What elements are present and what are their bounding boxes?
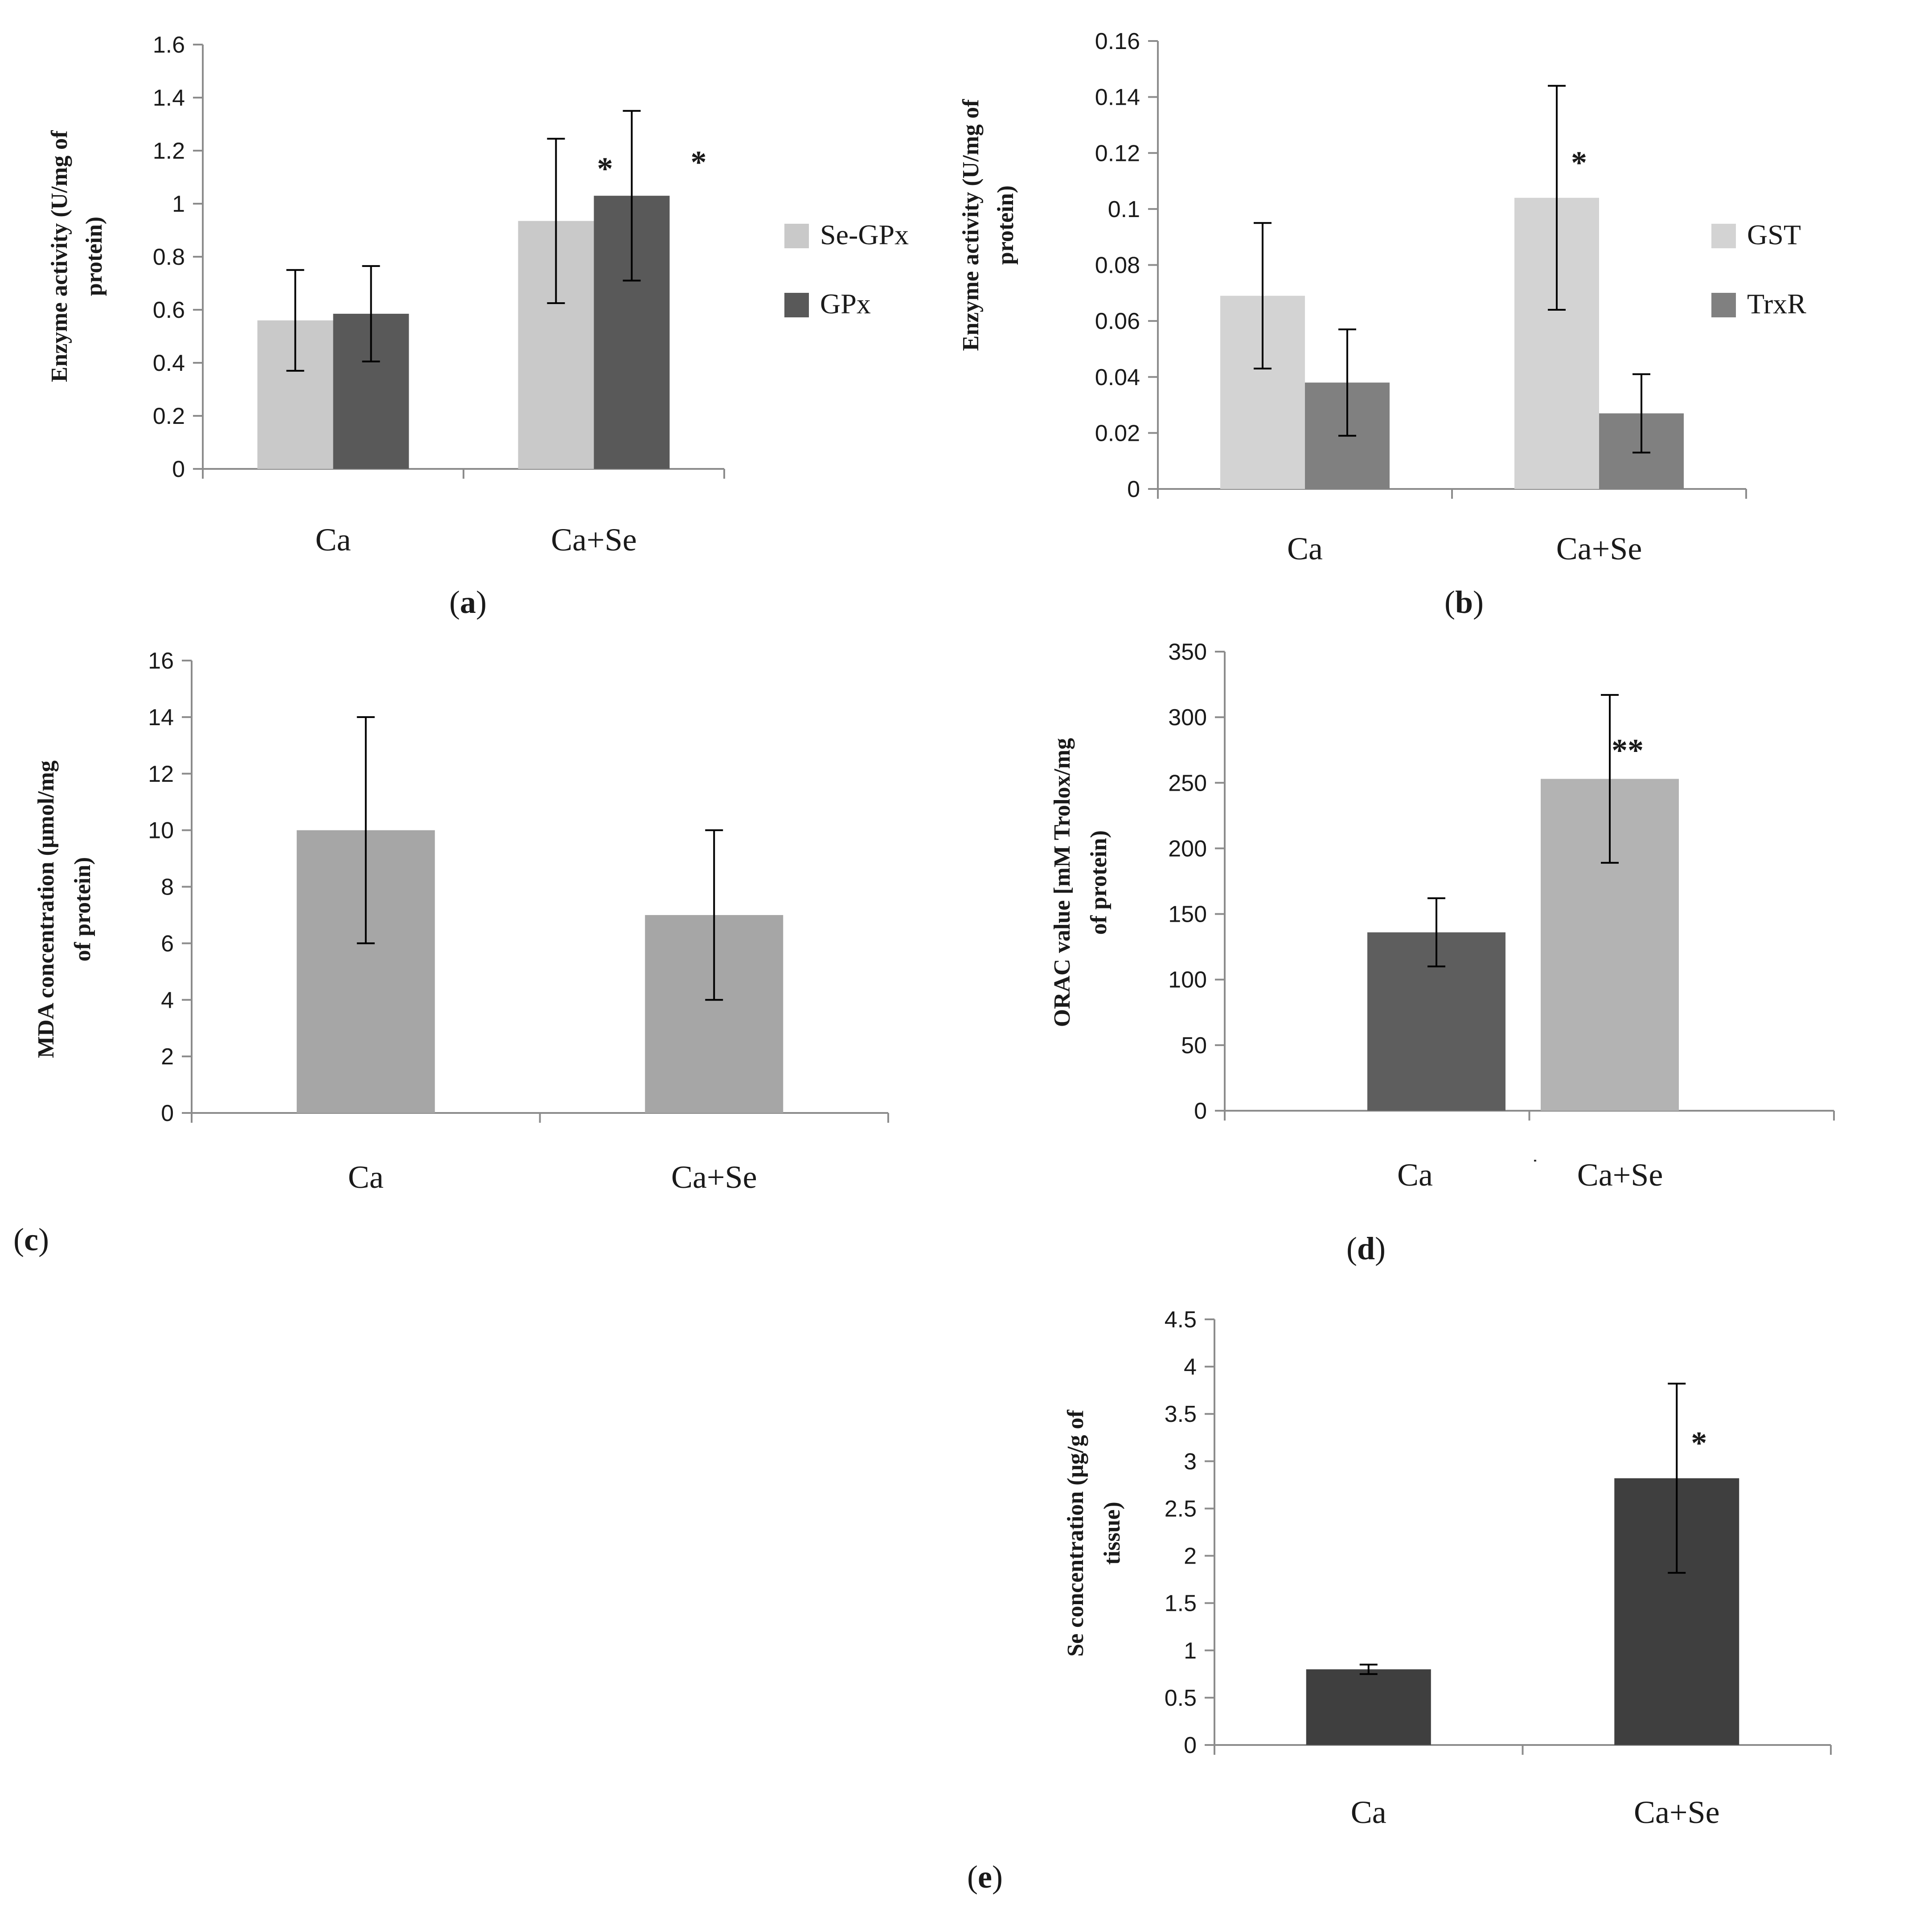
x-category-label: Ca+Se bbox=[1577, 1157, 1663, 1193]
y-tick-label: 0.06 bbox=[1095, 308, 1140, 334]
y-tick-label: 1.2 bbox=[153, 138, 185, 164]
y-axis-title: MDA concentration (μmol/mg bbox=[33, 760, 59, 1058]
y-tick-label: 2 bbox=[161, 1044, 174, 1070]
y-tick-label: 0 bbox=[1127, 476, 1140, 502]
y-tick-label: 0.1 bbox=[1108, 197, 1140, 222]
x-category-label: Ca bbox=[1287, 531, 1323, 567]
significance-mark: * bbox=[1691, 1425, 1707, 1461]
y-tick-label: 0 bbox=[1184, 1733, 1197, 1758]
legend-swatch bbox=[784, 224, 809, 248]
y-tick-label: 0 bbox=[1194, 1098, 1207, 1124]
y-tick-label: 350 bbox=[1168, 639, 1207, 665]
legend-swatch bbox=[784, 293, 809, 317]
y-tick-label: 0 bbox=[161, 1100, 174, 1126]
y-axis-title: protein) bbox=[82, 217, 107, 296]
panel-e: 0 0.5 1 1.5 2 2.5 3 3.5 4 4.5 * Ca Ca+Se Se concentra… bbox=[967, 1307, 1832, 1895]
legend-swatch bbox=[1711, 224, 1736, 248]
panel-label: (b) bbox=[1444, 584, 1484, 620]
legend-label: GST bbox=[1747, 219, 1801, 250]
y-tick-label: 0.4 bbox=[153, 350, 185, 376]
y-axis-title: Enzyme activity (U/mg of bbox=[958, 99, 984, 351]
bar-se-ca bbox=[1306, 1669, 1431, 1745]
panel-label: (a) bbox=[449, 584, 487, 620]
y-tick-label: 0.16 bbox=[1095, 29, 1140, 54]
y-tick-label: 4.5 bbox=[1165, 1307, 1197, 1333]
significance-mark: * bbox=[1571, 145, 1587, 181]
y-tick-label: 0.6 bbox=[153, 297, 185, 323]
y-axis-title: protein) bbox=[993, 185, 1018, 265]
y-tick-label: 50 bbox=[1181, 1033, 1207, 1059]
y-tick-label: 0 bbox=[172, 456, 185, 482]
y-tick-label: 200 bbox=[1168, 836, 1207, 862]
significance-mark: * bbox=[691, 144, 707, 180]
y-tick-label: 0.2 bbox=[153, 403, 185, 429]
y-tick-label: 1.4 bbox=[153, 85, 185, 111]
y-tick-label: 3.5 bbox=[1165, 1401, 1197, 1427]
y-axis-title: ORAC value [mM Trolox/mg bbox=[1050, 738, 1075, 1027]
y-tick-label: 16 bbox=[148, 648, 174, 674]
x-category-label: Ca+Se bbox=[1556, 531, 1642, 567]
x-category-label: Ca+Se bbox=[671, 1159, 757, 1195]
panel-label: (c) bbox=[13, 1222, 49, 1257]
y-tick-label: 1 bbox=[1184, 1638, 1197, 1664]
y-tick-label: 1.6 bbox=[153, 32, 185, 58]
x-category-label: Ca bbox=[1351, 1794, 1386, 1830]
y-axis-title: tissue) bbox=[1099, 1502, 1125, 1565]
y-tick-label: 1 bbox=[172, 191, 185, 217]
x-category-label: Ca+Se bbox=[1634, 1794, 1720, 1830]
y-tick-label: 2 bbox=[1184, 1544, 1197, 1569]
y-axis-title: Se concentration (μg/g of bbox=[1063, 1409, 1088, 1656]
x-category-label: Ca bbox=[1397, 1157, 1433, 1193]
y-tick-label: 12 bbox=[148, 761, 174, 787]
panel-label: (d) bbox=[1346, 1231, 1386, 1266]
legend-label: Se-GPx bbox=[820, 219, 909, 250]
panel-a: 0 0.2 0.4 0.6 0.8 1 1.2 1.4 1.6 * * Ca Ca+Se Enzyme a… bbox=[47, 32, 909, 620]
y-tick-label: 0.12 bbox=[1095, 140, 1140, 166]
y-tick-label: 1.5 bbox=[1165, 1591, 1197, 1617]
significance-mark: * bbox=[597, 151, 613, 186]
y-tick-label: 4 bbox=[161, 987, 174, 1013]
legend-label: TrxR bbox=[1747, 288, 1806, 320]
y-axis-title: Enzyme activity (U/mg of bbox=[47, 130, 72, 382]
y-axis-title: of protein) bbox=[1086, 830, 1112, 935]
panel-label: (e) bbox=[967, 1859, 1003, 1895]
y-tick-label: 150 bbox=[1168, 902, 1207, 928]
panel-b: 0 0.02 0.04 0.06 0.08 0.1 0.12 0.14 0.16 * Ca Ca+Se… bbox=[958, 29, 1806, 620]
y-tick-label: 10 bbox=[148, 818, 174, 844]
y-tick-label: 4 bbox=[1184, 1354, 1197, 1380]
x-category-label: Ca bbox=[348, 1159, 384, 1195]
y-tick-label: 6 bbox=[161, 931, 174, 957]
x-category-label: Ca bbox=[316, 522, 351, 558]
legend-swatch bbox=[1711, 293, 1736, 317]
y-tick-label: 0.04 bbox=[1095, 365, 1140, 390]
y-tick-label: 8 bbox=[161, 874, 174, 900]
y-tick-label: 0.08 bbox=[1095, 253, 1140, 279]
y-tick-label: 100 bbox=[1168, 967, 1207, 993]
significance-mark: ** bbox=[1612, 732, 1644, 768]
panel-d: 0 50 100 150 200 250 300 350 ** Ca Ca+Se ORAC value… bbox=[1050, 639, 1835, 1266]
y-tick-label: 0.02 bbox=[1095, 420, 1140, 446]
y-tick-label: 2.5 bbox=[1165, 1496, 1197, 1522]
y-tick-label: 250 bbox=[1168, 770, 1207, 796]
y-axis-title: of protein) bbox=[70, 857, 95, 961]
y-tick-label: 3 bbox=[1184, 1449, 1197, 1474]
y-tick-label: 300 bbox=[1168, 705, 1207, 731]
stray-mark bbox=[1534, 1160, 1536, 1162]
y-tick-label: 0.8 bbox=[153, 244, 185, 270]
y-tick-label: 0.14 bbox=[1095, 85, 1140, 111]
y-tick-label: 14 bbox=[148, 705, 174, 731]
x-category-label: Ca+Se bbox=[551, 522, 637, 558]
y-tick-label: 0.5 bbox=[1165, 1685, 1197, 1711]
legend-label: GPx bbox=[820, 288, 871, 320]
panel-c: 0 2 4 6 8 10 12 14 16 Ca Ca+Se MDA concentration (μ… bbox=[13, 648, 889, 1257]
